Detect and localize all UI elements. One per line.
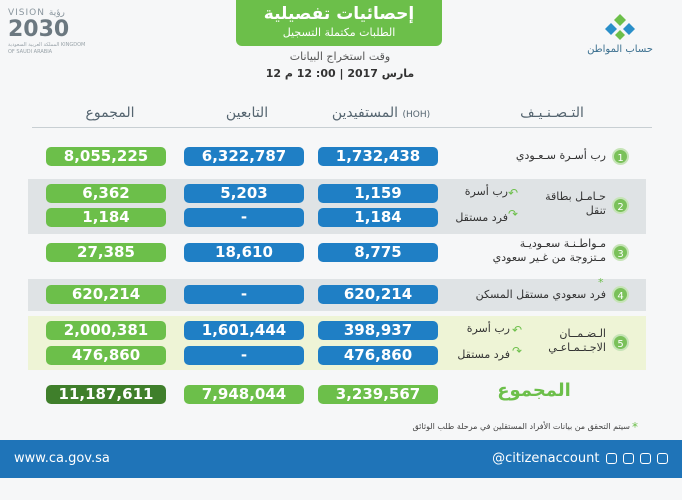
row-number: 1 <box>612 148 629 165</box>
row-label: رب أسـرة سـعـودي <box>515 149 606 162</box>
row-label: مـواطـنـة سعـوديـة مـتزوجة من غـير سعودي <box>492 237 606 264</box>
beneficiaries-value: 1,732,438 <box>318 147 438 166</box>
snapchat-icon <box>657 453 668 464</box>
dependents-value: 6,322,787 <box>184 147 304 166</box>
dependents-value: - <box>184 285 304 304</box>
row-number: 4 <box>612 286 629 303</box>
row-label: فرد سعودي مستقل المسكن <box>475 288 606 301</box>
row-label: حـامـل بطاقة تنقل <box>545 190 606 217</box>
dependents-value: 1,601,444 <box>184 321 304 340</box>
column-header-beneficiaries: المستفيدين (HOH) <box>331 105 431 121</box>
beneficiaries-value: 1,159 <box>318 184 438 203</box>
asterisk-icon: * <box>632 420 638 434</box>
extraction-time-value: 12 مارس 2017 | 00: 12 م <box>265 67 415 80</box>
social-handle[interactable]: @citizenaccount <box>492 451 668 466</box>
total-value: 27,385 <box>46 243 166 262</box>
curved-arrow-icon: ↶ <box>508 186 519 200</box>
curved-arrow-icon: ↶ <box>512 323 523 337</box>
extraction-time-label: وقت استخراج البيانات <box>289 50 391 63</box>
footer-bar: www.ca.gov.sa @citizenaccount <box>0 440 682 478</box>
totals-total: 11,187,611 <box>46 385 166 404</box>
row-number: 2 <box>612 197 629 214</box>
website-link[interactable]: www.ca.gov.sa <box>14 451 110 466</box>
page-title: إحصائيات تفصيلية <box>263 4 415 24</box>
dependents-value: 5,203 <box>184 184 304 203</box>
total-value: 2,000,381 <box>46 321 166 340</box>
total-value: 476,860 <box>46 346 166 365</box>
row-number: 3 <box>612 244 629 261</box>
curved-arrow-icon: ↷ <box>512 344 523 358</box>
total-value: 620,214 <box>46 285 166 304</box>
column-header-dependents: التابعين <box>225 105 269 121</box>
twitter-icon <box>605 453 617 464</box>
curved-arrow-icon: ↷ <box>508 207 519 221</box>
instagram-icon <box>622 453 634 464</box>
total-value: 8,055,225 <box>46 147 166 166</box>
sub-row-label: فرد مستقل <box>457 348 510 361</box>
footnote: سيتم التحقق من بيانات الأفراد المستقلين … <box>412 422 631 431</box>
total-value: 1,184 <box>46 208 166 227</box>
vision-2030-logo: VISION رؤية 2030 المملكة العربية السعودي… <box>8 8 86 55</box>
sub-row-label: رب أسرة <box>466 322 510 335</box>
citizen-account-logo-icon <box>605 14 635 40</box>
sub-row-label: فرد مستقل <box>455 211 508 224</box>
column-header-category: التـصـنـيـف <box>520 105 584 121</box>
youtube-icon <box>639 453 651 464</box>
beneficiaries-value: 398,937 <box>318 321 438 340</box>
beneficiaries-value: 8,775 <box>318 243 438 262</box>
totals-dependents: 7,948,044 <box>184 385 304 404</box>
sub-row-label: رب أسرة <box>464 185 508 198</box>
beneficiaries-value: 1,184 <box>318 208 438 227</box>
title-banner: إحصائيات تفصيلية الطلبات مكتملة التسجيل <box>236 0 442 46</box>
page-subtitle: الطلبات مكتملة التسجيل <box>282 26 396 39</box>
totals-beneficiaries: 3,239,567 <box>318 385 438 404</box>
beneficiaries-value: 476,860 <box>318 346 438 365</box>
dependents-value: - <box>184 346 304 365</box>
total-value: 6,362 <box>46 184 166 203</box>
asterisk-icon: * <box>598 276 604 289</box>
header-divider <box>32 127 652 128</box>
column-header-total: المجموع <box>85 105 135 121</box>
dependents-value: 18,610 <box>184 243 304 262</box>
dependents-value: - <box>184 208 304 227</box>
beneficiaries-value: 620,214 <box>318 285 438 304</box>
totals-label: المجموع <box>497 380 571 401</box>
row-label: الـضـمــان الاجـتـمـاعـي <box>548 327 606 354</box>
citizen-account-logo: حساب المواطن <box>580 12 660 55</box>
row-number: 5 <box>612 334 629 351</box>
